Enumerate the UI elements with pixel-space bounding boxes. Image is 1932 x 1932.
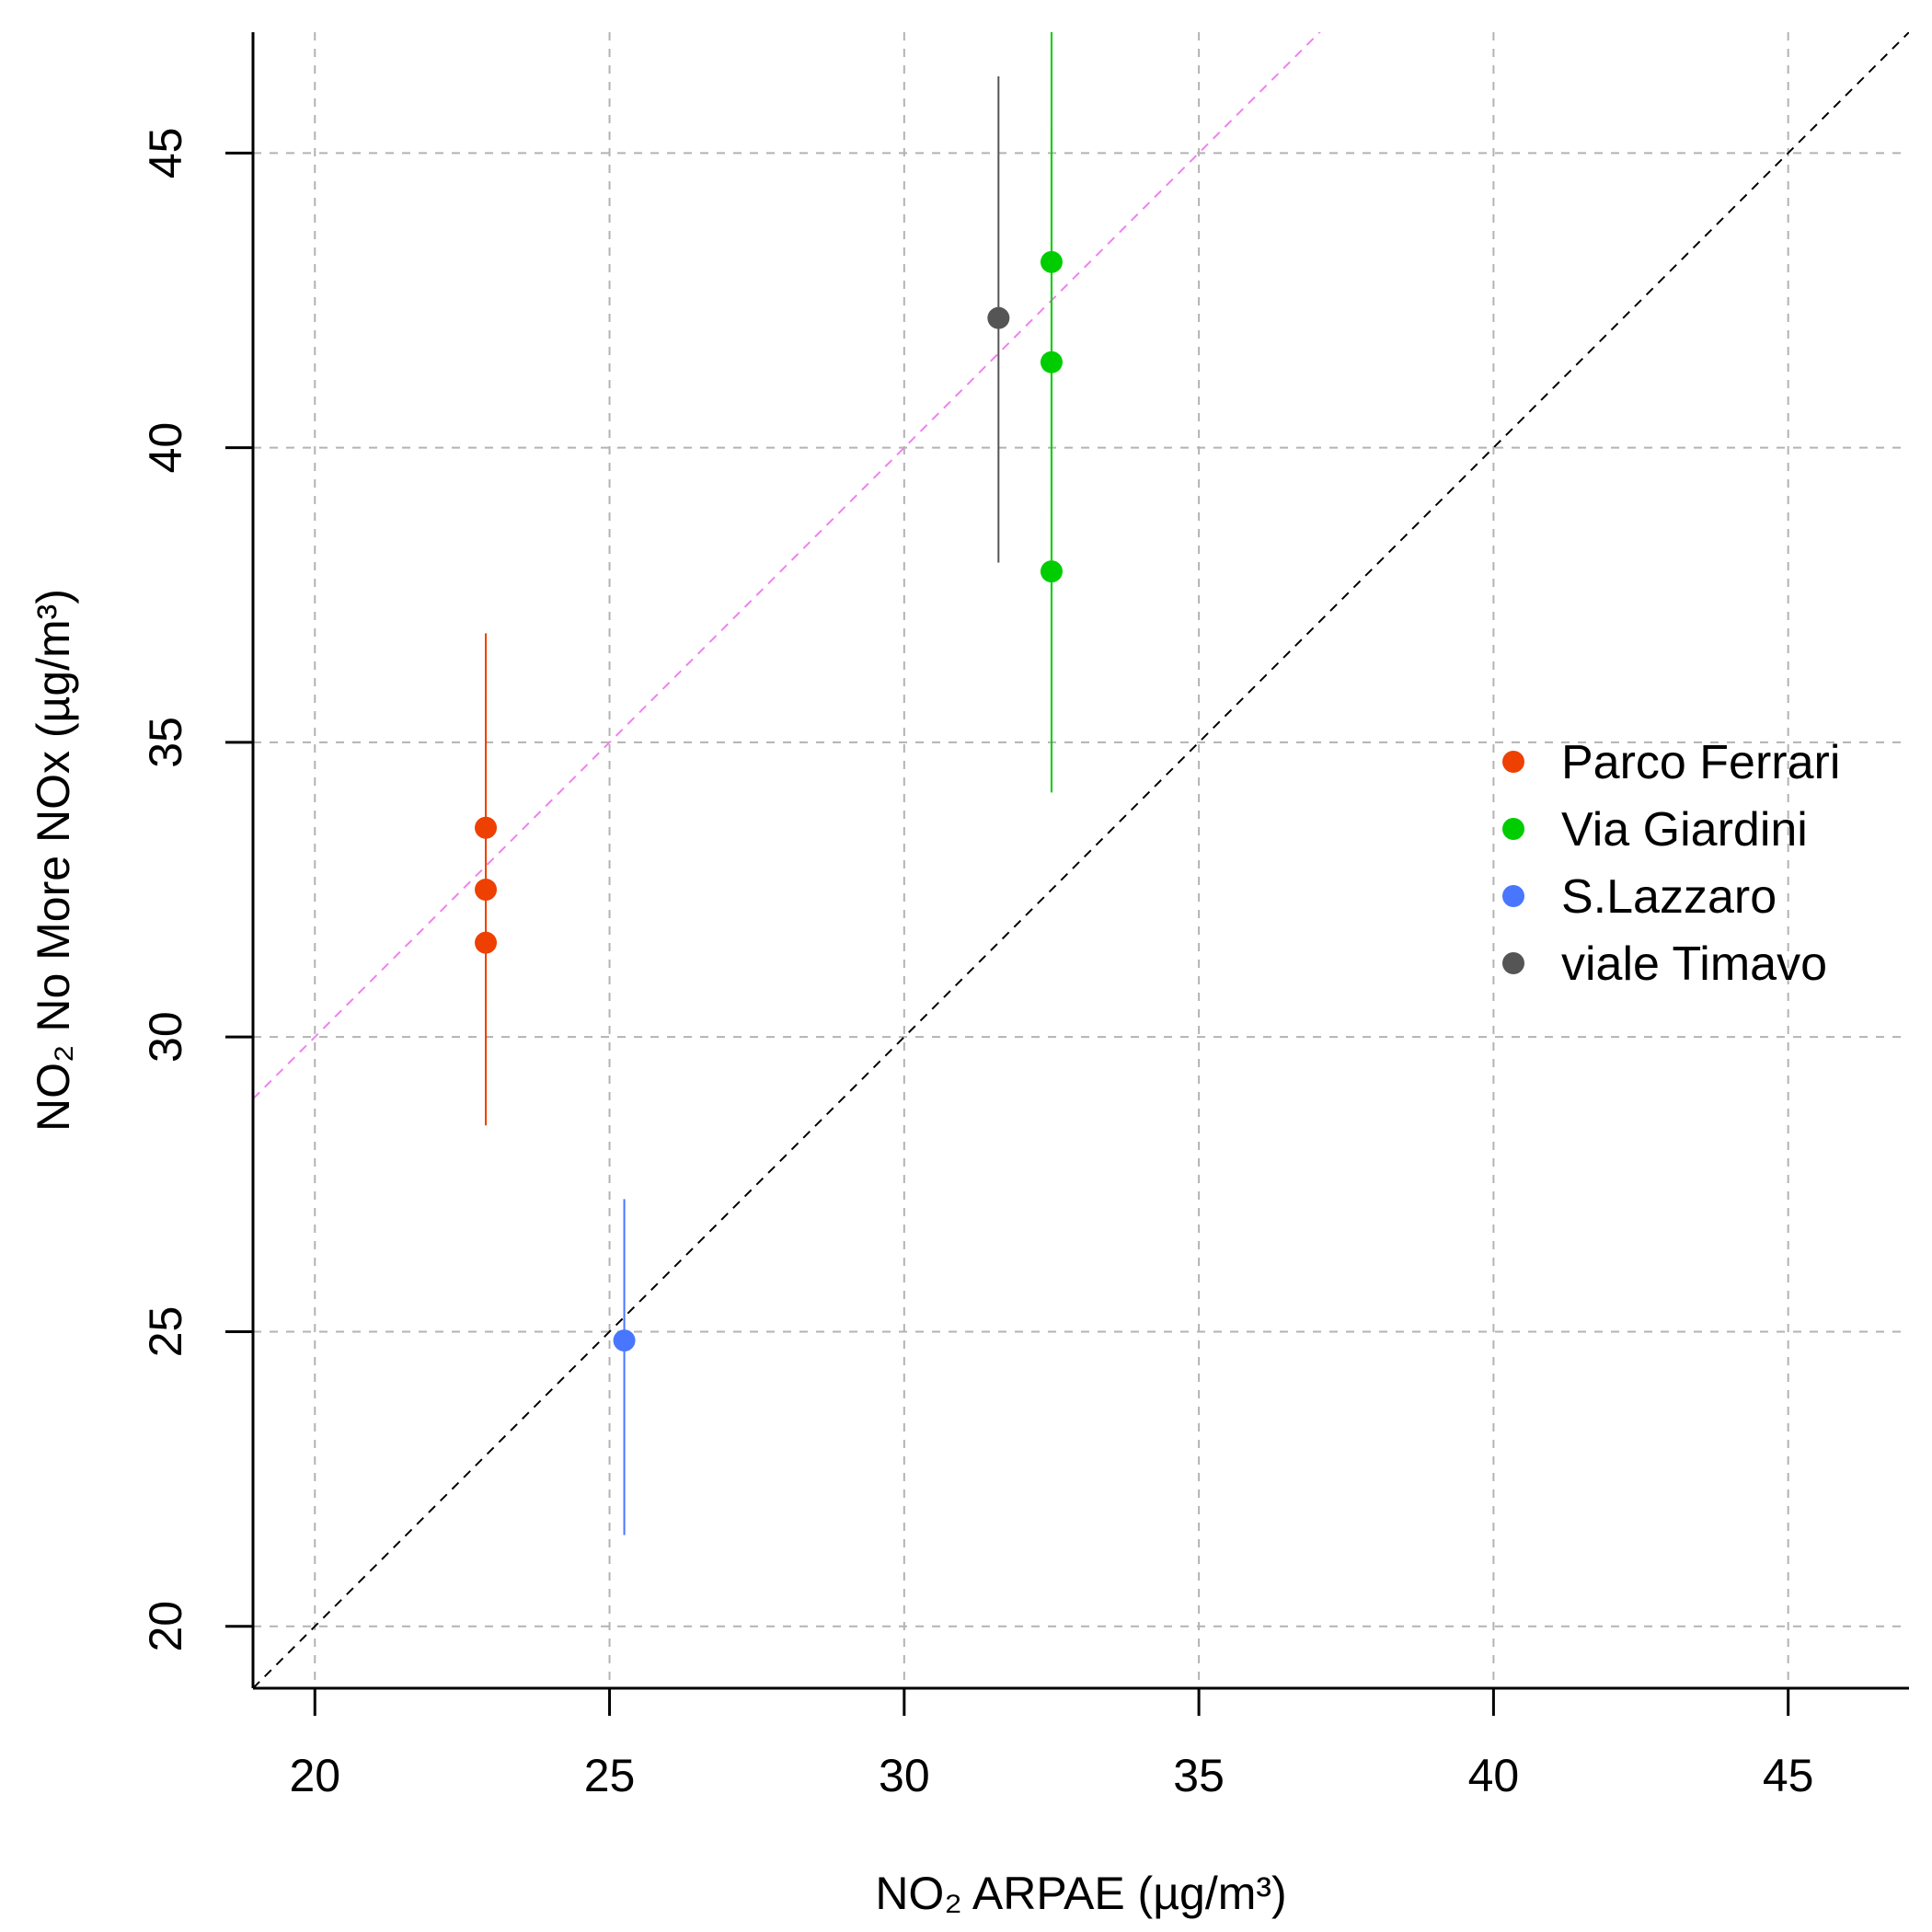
legend-label-via-giardini: Via Giardini — [1561, 803, 1808, 857]
y-axis-ticks: 20 25 30 35 40 45 — [140, 128, 253, 1652]
data-point-via-giardini — [1040, 250, 1063, 273]
y-tick-label: 35 — [140, 717, 191, 768]
legend-marker-viale-timavo — [1502, 952, 1524, 974]
x-tick-label: 35 — [1173, 1750, 1225, 1801]
data-point-via-giardini — [1040, 560, 1063, 583]
reference-line-fit — [253, 32, 1321, 1100]
legend-marker-via-giardini — [1502, 818, 1524, 840]
data-points — [475, 250, 1063, 1352]
legend-marker-parco-ferrari — [1502, 751, 1524, 773]
reference-line-identity — [253, 32, 1909, 1688]
x-tick-label: 25 — [584, 1750, 636, 1801]
legend-label-s-lazzaro: S.Lazzaro — [1561, 870, 1777, 924]
legend-label-viale-timavo: viale Timavo — [1561, 937, 1827, 991]
y-tick-label: 45 — [140, 128, 191, 179]
x-tick-label: 20 — [289, 1750, 340, 1801]
grid — [253, 32, 1909, 1688]
axes — [251, 32, 1909, 1690]
y-tick-label: 25 — [140, 1306, 191, 1358]
x-tick-label: 45 — [1763, 1750, 1814, 1801]
x-tick-label: 30 — [879, 1750, 930, 1801]
y-tick-label: 20 — [140, 1601, 191, 1652]
legend-marker-s-lazzaro — [1502, 885, 1524, 907]
y-axis-title: NO₂ No More NOx (µg/m³) — [28, 589, 79, 1132]
data-point-s-lazzaro — [613, 1329, 636, 1352]
x-tick-label: 40 — [1468, 1750, 1520, 1801]
x-axis-ticks: 20 25 30 35 40 45 — [289, 1688, 1813, 1801]
data-point-via-giardini — [1040, 351, 1063, 374]
data-point-parco-ferrari — [475, 879, 498, 902]
error-bars — [485, 32, 1052, 1535]
legend: Parco Ferrari Via Giardini S.Lazzaro viale … — [1502, 736, 1840, 991]
data-point-parco-ferrari — [475, 816, 498, 839]
data-point-viale-timavo — [987, 306, 1010, 329]
y-tick-label: 30 — [140, 1011, 191, 1063]
y-tick-label: 40 — [140, 422, 191, 474]
data-point-parco-ferrari — [475, 931, 498, 954]
legend-label-parco-ferrari: Parco Ferrari — [1561, 736, 1840, 789]
x-axis-title: NO₂ ARPAE (µg/m³) — [875, 1868, 1286, 1919]
